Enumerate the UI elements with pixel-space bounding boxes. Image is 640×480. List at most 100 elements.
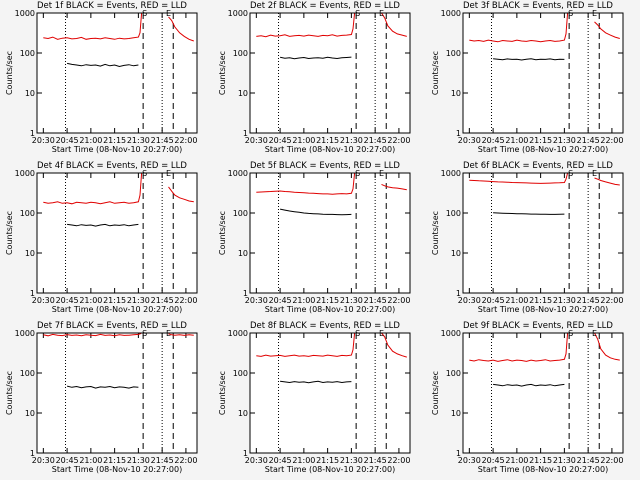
series-line xyxy=(594,332,620,361)
x-tick-label: 22:00 xyxy=(174,296,197,305)
x-tick-label: 20:45 xyxy=(482,456,505,465)
y-tick-label: 1000 xyxy=(228,329,248,338)
x-tick-label: 21:15 xyxy=(316,456,339,465)
x-tick-label: 21:30 xyxy=(127,456,150,465)
plot-area xyxy=(250,13,410,133)
x-tick-label: 20:45 xyxy=(56,136,79,145)
series-line xyxy=(66,62,139,68)
series-line xyxy=(43,12,144,40)
panel: Det 4f BLACK = Events, RED = LLD Start Ti… xyxy=(5,161,198,314)
x-tick-label: 20:45 xyxy=(482,136,505,145)
x-tick-label: 21:00 xyxy=(292,296,315,305)
y-tick-label: 10 xyxy=(451,409,461,418)
panel: Det 2f BLACK = Events, RED = LLD Start Ti… xyxy=(218,1,411,154)
y-tick-label: 10 xyxy=(238,249,248,258)
x-tick-label: 21:45 xyxy=(577,456,600,465)
y-tick-label: 1000 xyxy=(441,329,461,338)
x-axis-label: Start Time (08-Nov-10 20:27:00) xyxy=(265,305,395,314)
series-line xyxy=(594,21,620,39)
y-tick-label: 100 xyxy=(233,369,248,378)
x-tick-label: 21:15 xyxy=(103,296,126,305)
series-line xyxy=(256,172,357,195)
x-tick-label: 21:15 xyxy=(529,136,552,145)
panel: Det 5f BLACK = Events, RED = LLD Start Ti… xyxy=(218,161,411,314)
chart-title: Det 9f BLACK = Events, RED = LLD xyxy=(463,321,613,331)
plot-area xyxy=(250,173,410,293)
series-line xyxy=(493,383,565,387)
x-tick-label: 22:00 xyxy=(600,456,623,465)
chart-title: Det 2f BLACK = Events, RED = LLD xyxy=(250,1,400,11)
plot-frame xyxy=(249,172,411,294)
y-tick-label: 1 xyxy=(30,129,35,138)
series-line xyxy=(66,385,139,389)
chart-title: Det 3f BLACK = Events, RED = LLD xyxy=(463,1,613,11)
panel: Det 3f BLACK = Events, RED = LLD Start Ti… xyxy=(431,1,624,154)
y-tick-label: 1 xyxy=(30,449,35,458)
y-tick-label: 100 xyxy=(233,49,248,58)
x-axis-label: Start Time (08-Nov-10 20:27:00) xyxy=(52,305,182,314)
x-tick-label: 21:00 xyxy=(292,456,315,465)
y-tick-label: 1000 xyxy=(441,169,461,178)
series-line xyxy=(469,332,570,362)
x-tick-label: 21:30 xyxy=(340,296,363,305)
chart-title: Det 8f BLACK = Events, RED = LLD xyxy=(250,321,400,331)
x-axis-label: Start Time (08-Nov-10 20:27:00) xyxy=(265,465,395,474)
x-axis-label: Start Time (08-Nov-10 20:27:00) xyxy=(265,145,395,154)
x-axis-label: Start Time (08-Nov-10 20:27:00) xyxy=(52,145,182,154)
y-axis-label: Counts/sec xyxy=(218,51,227,95)
y-tick-label: 100 xyxy=(446,209,461,218)
y-tick-label: 1 xyxy=(456,129,461,138)
x-tick-label: 21:30 xyxy=(553,456,576,465)
y-tick-label: 100 xyxy=(20,369,35,378)
x-tick-label: 21:45 xyxy=(577,296,600,305)
plot-area xyxy=(463,333,623,453)
y-tick-label: 10 xyxy=(25,89,35,98)
y-axis-label: Counts/sec xyxy=(218,371,227,415)
plot-area xyxy=(463,173,623,293)
plot-frame xyxy=(36,12,198,134)
x-tick-label: 21:00 xyxy=(79,136,102,145)
chart-title: Det 1f BLACK = Events, RED = LLD xyxy=(37,1,187,11)
plot-area xyxy=(463,13,623,133)
x-tick-label: 20:30 xyxy=(32,136,55,145)
x-tick-label: 21:00 xyxy=(292,136,315,145)
y-tick-label: 10 xyxy=(451,249,461,258)
x-tick-label: 21:00 xyxy=(79,296,102,305)
x-tick-label: 20:30 xyxy=(245,136,268,145)
x-tick-label: 21:30 xyxy=(127,136,150,145)
x-tick-label: 20:30 xyxy=(245,456,268,465)
y-tick-label: 100 xyxy=(233,209,248,218)
x-tick-label: 20:45 xyxy=(56,296,79,305)
series-line xyxy=(469,172,570,184)
y-axis-label: Counts/sec xyxy=(5,371,14,415)
x-axis-label: Start Time (08-Nov-10 20:27:00) xyxy=(478,465,608,474)
series-line xyxy=(381,12,407,37)
plot-frame xyxy=(249,12,411,134)
x-tick-label: 21:30 xyxy=(553,136,576,145)
y-tick-label: 1000 xyxy=(15,169,35,178)
y-tick-label: 1 xyxy=(243,129,248,138)
x-tick-label: 21:00 xyxy=(505,456,528,465)
y-tick-label: 1000 xyxy=(15,9,35,18)
series-line xyxy=(280,56,352,60)
x-tick-label: 20:30 xyxy=(458,456,481,465)
x-tick-label: 21:00 xyxy=(505,136,528,145)
y-tick-label: 100 xyxy=(20,49,35,58)
y-tick-label: 100 xyxy=(446,369,461,378)
x-tick-label: 21:45 xyxy=(151,296,174,305)
series-line xyxy=(168,186,194,203)
x-tick-label: 22:00 xyxy=(600,296,623,305)
x-tick-label: 21:15 xyxy=(316,296,339,305)
series-line xyxy=(279,208,352,216)
series-line xyxy=(168,333,194,336)
y-tick-label: 1 xyxy=(456,449,461,458)
x-tick-label: 21:45 xyxy=(364,456,387,465)
x-tick-label: 22:00 xyxy=(387,456,410,465)
x-tick-label: 21:30 xyxy=(553,296,576,305)
chart-title: Det 4f BLACK = Events, RED = LLD xyxy=(37,161,187,171)
y-tick-label: 1 xyxy=(456,289,461,298)
y-tick-label: 10 xyxy=(451,89,461,98)
x-tick-label: 22:00 xyxy=(600,136,623,145)
